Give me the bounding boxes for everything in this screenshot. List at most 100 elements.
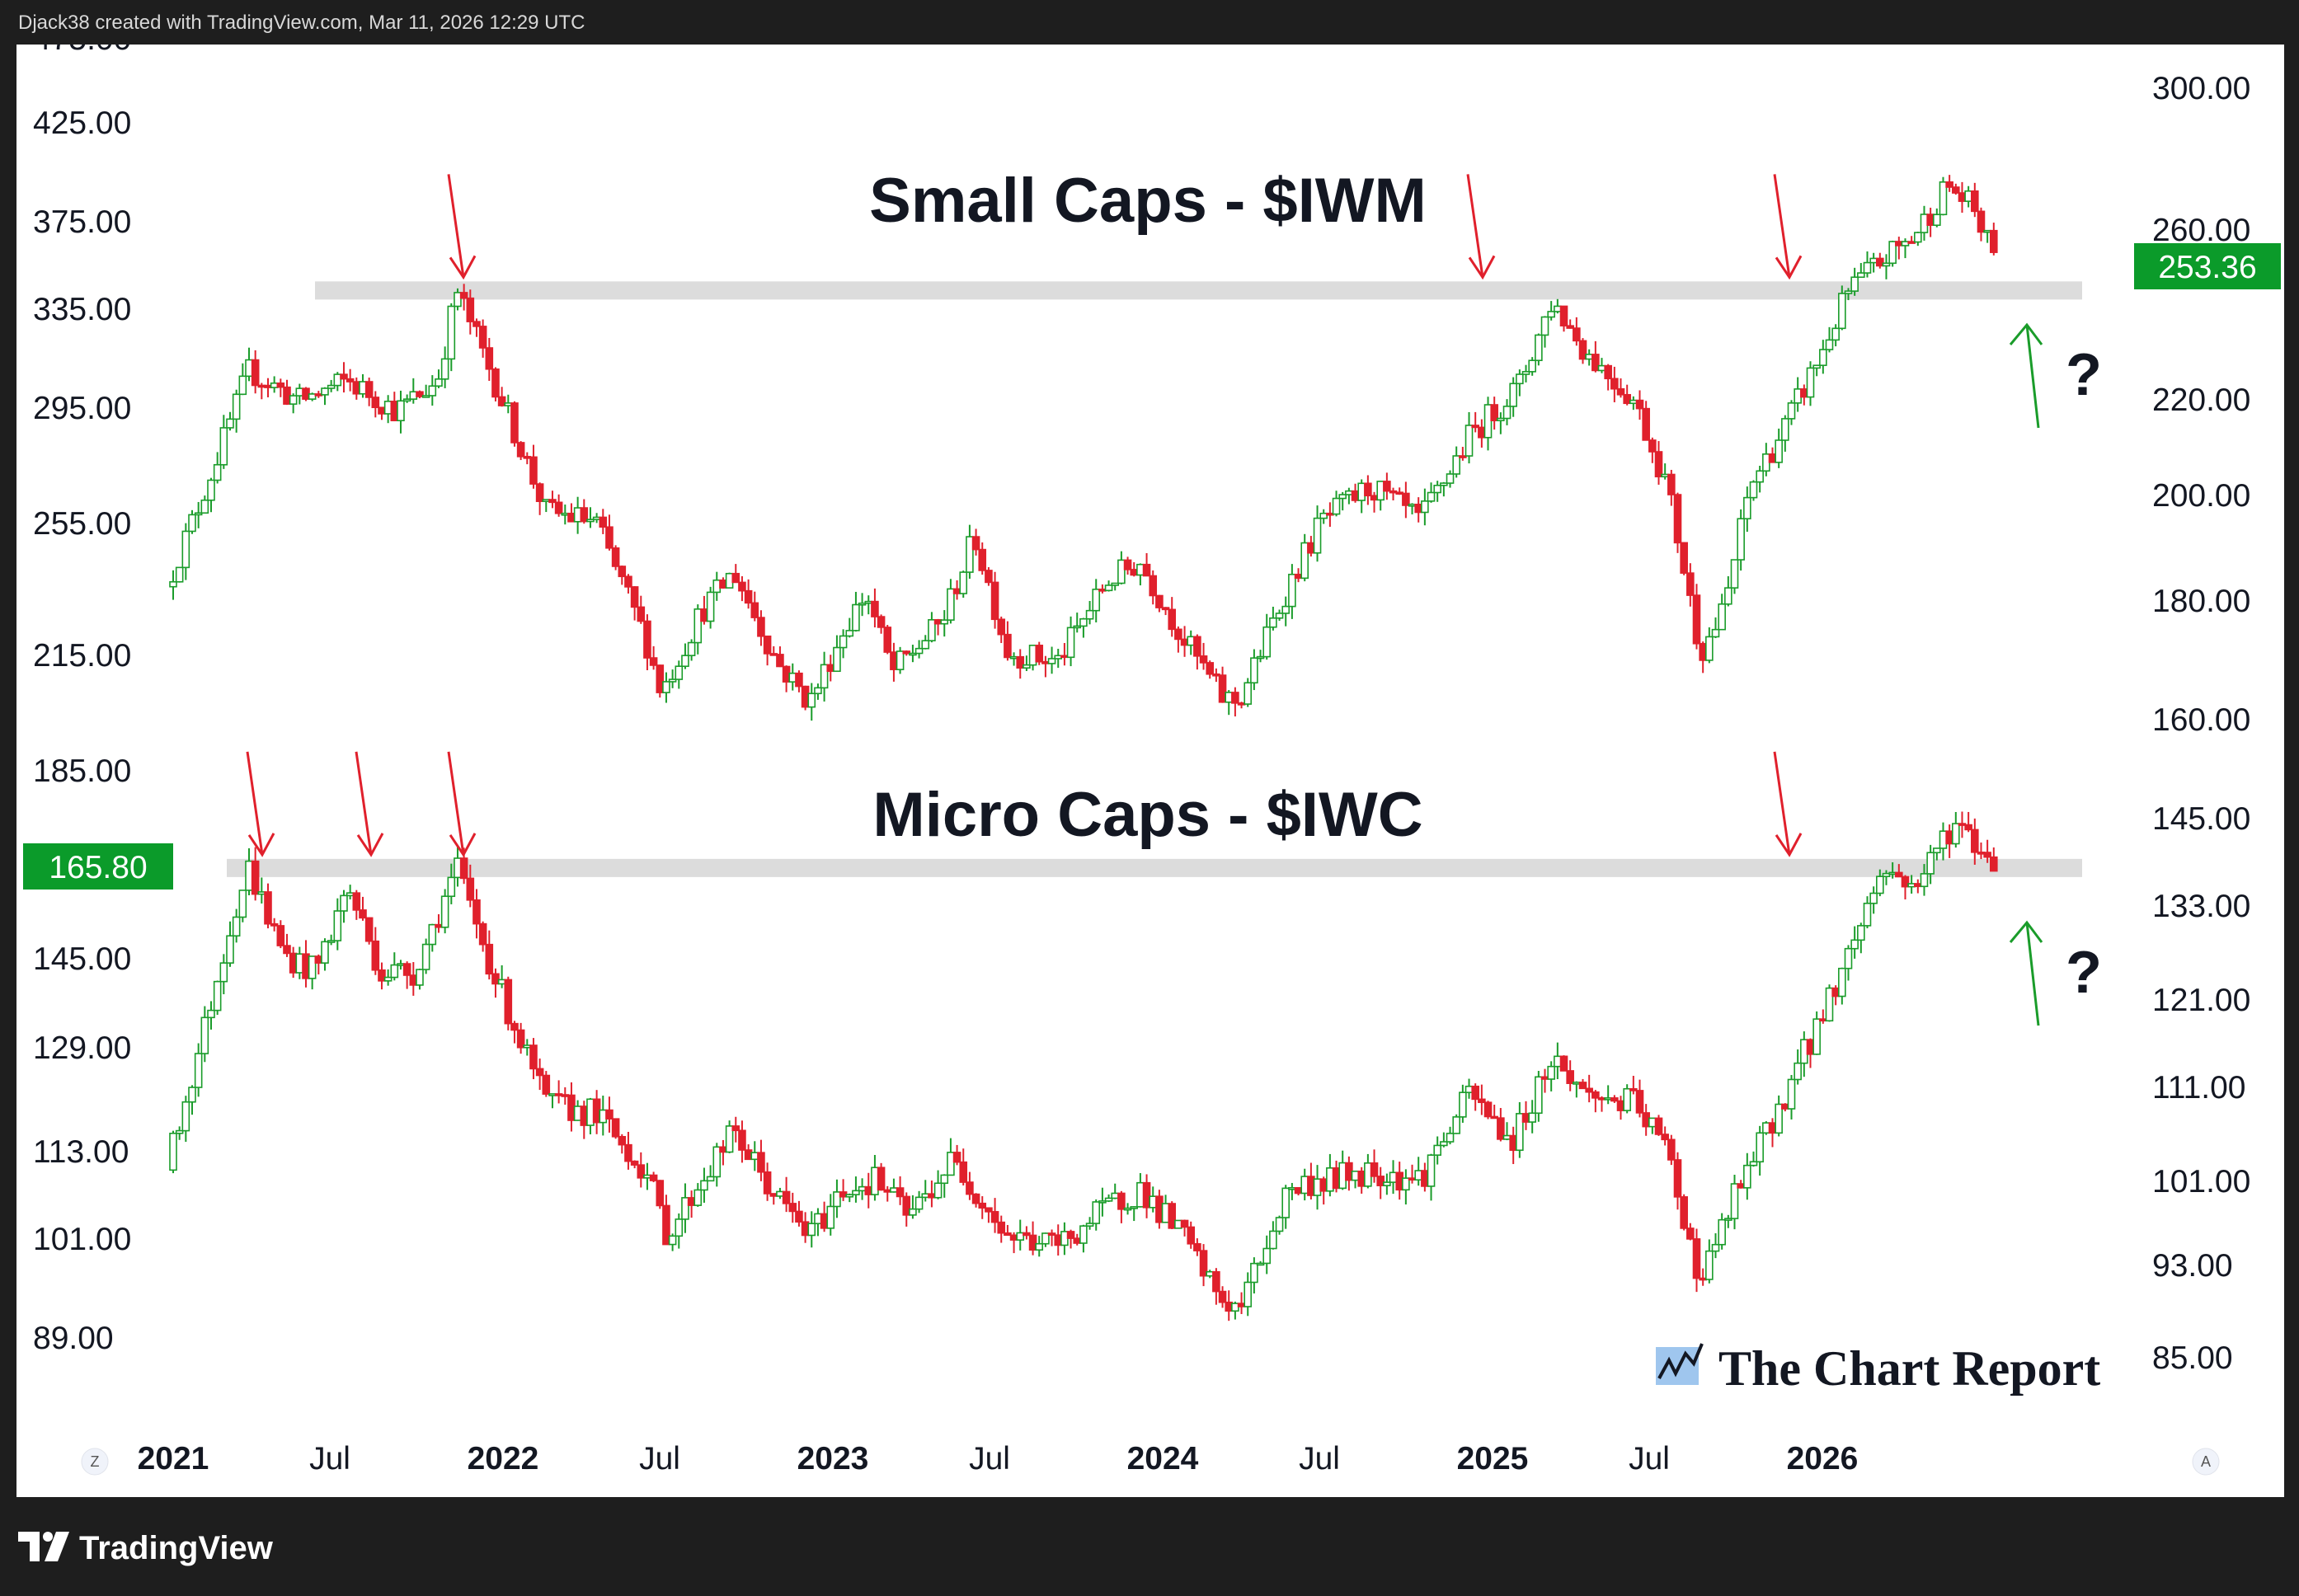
left-axis-tick: 185.00 (33, 753, 131, 789)
candle-body (814, 687, 822, 695)
candle-body (1104, 1197, 1113, 1202)
candle-body (542, 1074, 551, 1095)
candles-iwc (169, 811, 1998, 1321)
red-arrow-head (356, 833, 384, 857)
candle-body (839, 1191, 848, 1198)
candle-body (1958, 192, 1967, 202)
time-axis-tick: Jul (969, 1441, 1010, 1476)
candle-body (687, 641, 696, 656)
candle-body (1705, 1250, 1714, 1280)
candle-body (188, 514, 196, 533)
candle-body (795, 672, 803, 688)
last-price-badge-iwm: 253.36 (2134, 243, 2281, 289)
candle-body (554, 501, 563, 514)
candle-body (1838, 967, 1846, 998)
left-axis-tick: 375.00 (33, 204, 131, 240)
candle-body (295, 953, 304, 974)
candle-body (1376, 481, 1385, 501)
candle-body (1718, 1218, 1726, 1246)
candle-body (440, 895, 449, 928)
left-axis-tick: 425.00 (33, 106, 131, 141)
candle-body (656, 1180, 665, 1207)
candle-body (188, 1087, 196, 1103)
candle-body (1123, 1207, 1132, 1211)
candle-body (1844, 290, 1853, 294)
candle-body (270, 382, 279, 388)
candle-body (1775, 1103, 1783, 1134)
candle-body (1123, 559, 1132, 570)
candle-body (1718, 603, 1726, 631)
chart-title-iwc: Micro Caps - $IWC (872, 780, 1422, 850)
candle-body (1869, 257, 1878, 264)
candle-body (1616, 387, 1625, 396)
red-arrow-shaft (1773, 174, 1791, 278)
candle-body (321, 941, 329, 964)
candle-body (416, 391, 424, 397)
candle-body (1585, 354, 1593, 360)
candle-body (719, 579, 727, 589)
candle-body (346, 378, 355, 383)
question-mark-iwc: ? (2066, 940, 2102, 1006)
time-axis-tick: Jul (1299, 1441, 1340, 1476)
time-axis-tick: 2026 (1787, 1441, 1859, 1476)
candle-body (990, 1211, 999, 1223)
candle-body (289, 952, 298, 974)
candle-body (1262, 626, 1272, 658)
chart-canvas[interactable]: Small Caps - $IWM Micro Caps - $IWC ? ? … (16, 45, 2284, 1497)
chart-panel[interactable]: Small Caps - $IWM Micro Caps - $IWC ? ? … (16, 45, 2284, 1497)
candle-body (1964, 190, 1972, 202)
timezone-label: Z (91, 1453, 100, 1470)
candle-body (947, 1152, 955, 1176)
timezone-button[interactable]: Z (81, 1448, 109, 1476)
candle-body (845, 1194, 854, 1198)
candle-body (1705, 636, 1714, 661)
candle-body (681, 655, 689, 668)
time-axis[interactable]: 2021 Jul 2022 Jul 2023 Jul 2024 Jul 2025 Jul 2026 (138, 1441, 1859, 1476)
right-price-axis[interactable]: 300.00 260.00 220.00 200.00 180.00 160.00 145.… (2152, 71, 2250, 1376)
candle-body (890, 1187, 898, 1193)
candle-body (390, 964, 399, 979)
candle-body (251, 359, 260, 387)
candle-body (561, 512, 570, 516)
candle-body (1281, 605, 1291, 614)
red-arrow-shaft (447, 751, 465, 856)
candle-body (1206, 662, 1215, 675)
candle-body (731, 572, 740, 584)
candle-body (1635, 399, 1644, 410)
candle-body (485, 347, 494, 370)
candle-body (1332, 497, 1341, 515)
candle-body (567, 1094, 576, 1121)
candle-body (914, 647, 924, 655)
candle-body (1389, 490, 1398, 494)
candle-body (858, 1185, 867, 1192)
candle-body (978, 1202, 987, 1209)
candle-body (1269, 1230, 1277, 1250)
candle-body (1225, 1301, 1234, 1312)
candle-body (1142, 563, 1151, 577)
candle-body (1920, 873, 1929, 888)
candle-body (1471, 1085, 1479, 1101)
candle-body (1180, 638, 1189, 646)
candle-body (364, 917, 374, 942)
candle-body (1819, 1018, 1827, 1022)
candle-body (245, 860, 253, 891)
candle-body (1199, 655, 1208, 664)
candle-body (605, 526, 614, 549)
candle-body (454, 292, 462, 307)
candle-body (1528, 359, 1536, 373)
candle-body (624, 575, 632, 588)
candle-body (1540, 316, 1549, 336)
auto-scale-button[interactable]: A (2192, 1448, 2220, 1476)
candle-body (491, 973, 500, 985)
candle-body (1421, 500, 1429, 514)
candle-body (1629, 1087, 1638, 1091)
candle-body (1174, 1219, 1182, 1229)
candle-body (1497, 1117, 1505, 1140)
candle-body (352, 381, 361, 395)
candle-body (1313, 1178, 1322, 1196)
left-price-axis[interactable]: 475.00 425.00 375.00 335.00 295.00 255.00 215.… (33, 45, 131, 1356)
candle-body (750, 1152, 759, 1161)
candle-body (1983, 852, 1991, 858)
candle-body (554, 1093, 563, 1096)
candle-body (1395, 491, 1404, 495)
